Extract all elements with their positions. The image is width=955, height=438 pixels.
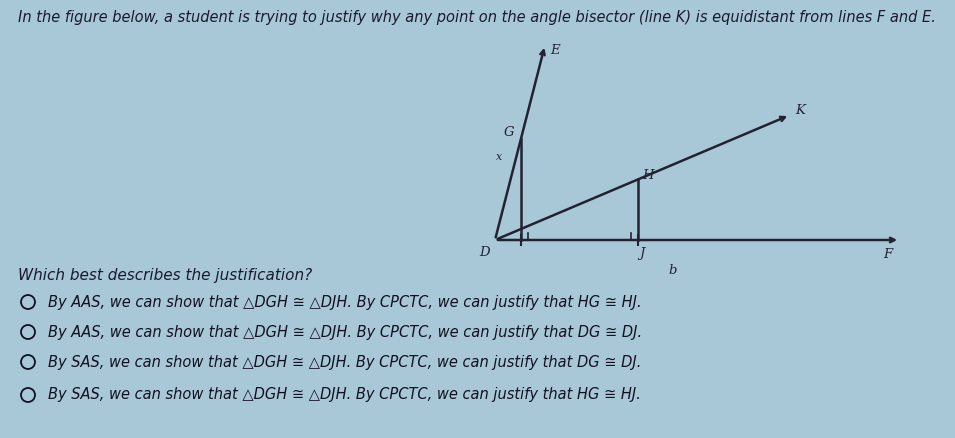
Text: J: J xyxy=(639,247,645,261)
Text: By AAS, we can show that △DGH ≅ △DJH. By CPCTC, we can justify that DG ≅ DJ.: By AAS, we can show that △DGH ≅ △DJH. By… xyxy=(48,325,642,339)
Text: x: x xyxy=(496,152,502,162)
Text: K: K xyxy=(796,105,805,117)
Text: By AAS, we can show that △DGH ≅ △DJH. By CPCTC, we can justify that HG ≅ HJ.: By AAS, we can show that △DGH ≅ △DJH. By… xyxy=(48,294,642,310)
Text: In the figure below, a student is trying to justify why any point on the angle b: In the figure below, a student is trying… xyxy=(18,10,936,25)
Text: b: b xyxy=(668,264,677,276)
Text: F: F xyxy=(883,247,893,261)
Text: H: H xyxy=(643,169,654,182)
Text: By SAS, we can show that △DGH ≅ △DJH. By CPCTC, we can justify that DG ≅ DJ.: By SAS, we can show that △DGH ≅ △DJH. By… xyxy=(48,354,642,370)
Text: By SAS, we can show that △DGH ≅ △DJH. By CPCTC, we can justify that HG ≅ HJ.: By SAS, we can show that △DGH ≅ △DJH. By… xyxy=(48,388,641,403)
Text: D: D xyxy=(479,246,490,258)
Text: E: E xyxy=(550,43,560,57)
Text: Which best describes the justification?: Which best describes the justification? xyxy=(18,268,312,283)
Text: G: G xyxy=(503,126,515,139)
